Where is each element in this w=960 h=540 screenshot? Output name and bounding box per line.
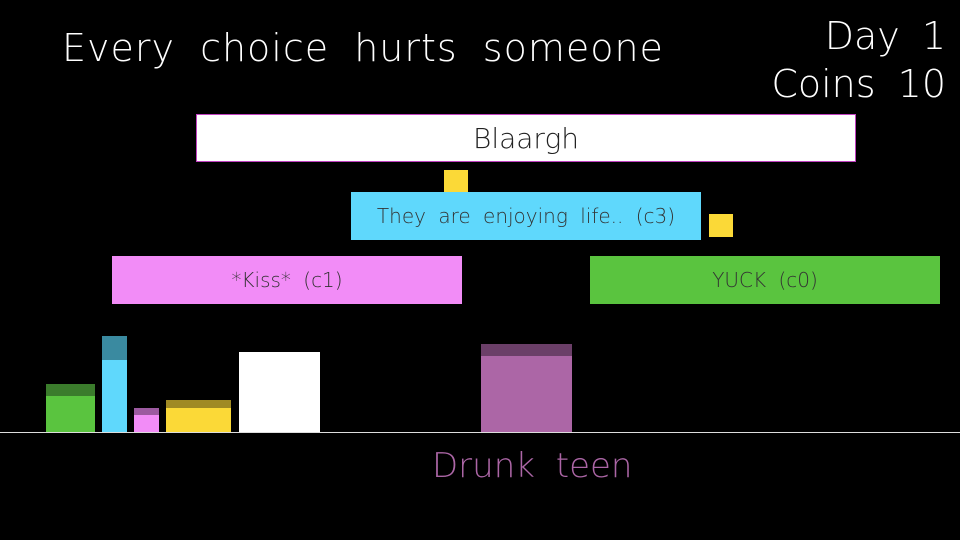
mood-bar-yellow — [166, 400, 231, 432]
coin-icon — [444, 170, 468, 194]
coin-icon — [709, 214, 733, 237]
mood-bar-pink — [134, 408, 159, 432]
coin-counter: Coins 10 — [771, 62, 946, 106]
choice-button-c0[interactable]: YUCK (c0) — [590, 256, 940, 304]
game-title: Every choice hurts someone — [62, 26, 664, 70]
dialogue-prompt: Blaargh — [196, 114, 856, 162]
ground-line — [0, 432, 960, 433]
mood-bar-green — [46, 384, 95, 432]
character-name: Drunk teen — [432, 446, 633, 486]
bar-cap — [46, 384, 95, 396]
stats-panel: Day 1 Coins 10 — [771, 12, 946, 108]
bar-cap — [166, 400, 231, 408]
bar-cap — [134, 408, 159, 415]
mood-bar-blue — [102, 336, 127, 432]
choice-button-c3[interactable]: They are enjoying life.. (c3) — [351, 192, 701, 240]
character-sprite[interactable] — [481, 344, 572, 432]
bar-cap — [102, 336, 127, 360]
day-counter: Day 1 — [824, 14, 946, 58]
mood-bar-white — [239, 352, 320, 432]
character-head — [481, 344, 572, 356]
choice-button-c1[interactable]: *Kiss* (c1) — [112, 256, 462, 304]
